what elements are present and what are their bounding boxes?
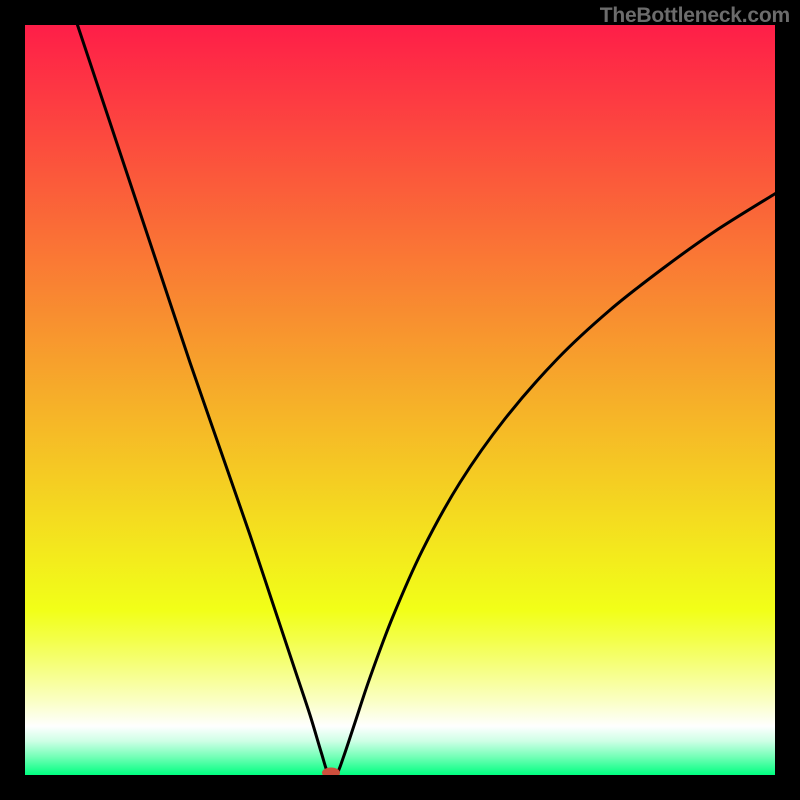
chart-frame: TheBottleneck.com (0, 0, 800, 800)
watermark-text: TheBottleneck.com (600, 4, 790, 28)
gradient-background (25, 25, 775, 775)
plot-svg (25, 25, 775, 775)
plot-area (25, 25, 775, 775)
